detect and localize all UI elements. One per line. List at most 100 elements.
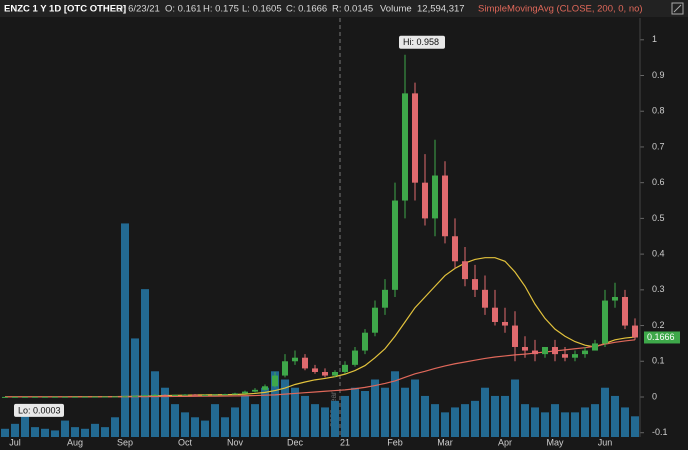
candle-body	[272, 375, 278, 387]
x-tick-label: May	[546, 437, 564, 447]
candle-body	[452, 236, 458, 262]
volume-bar	[571, 412, 579, 437]
volume-bar	[591, 404, 599, 437]
volume-bar	[231, 407, 239, 437]
header-open: O: 0.161	[165, 4, 201, 15]
candle-body	[332, 371, 338, 376]
legend-entry: SimpleMovingAvg (CLOSE, 200, 0, no)	[478, 4, 643, 15]
volume-bar	[21, 404, 29, 437]
volume-bar	[401, 387, 409, 437]
candle-body	[212, 394, 218, 396]
x-tick-label: Aug	[67, 437, 83, 447]
y-tick-label: 0.9	[652, 70, 665, 80]
volume-bar	[521, 404, 529, 437]
volume-bar	[301, 395, 309, 437]
volume-bar	[101, 427, 109, 437]
volume-bar	[341, 395, 349, 437]
volume-bar	[491, 395, 499, 437]
volume-bar	[601, 387, 609, 437]
volume-bar	[181, 412, 189, 437]
volume-bar	[331, 400, 339, 437]
candle-body	[52, 396, 58, 398]
candle-body	[62, 396, 68, 398]
x-tick-label: Apr	[498, 437, 512, 447]
candle-body	[242, 391, 248, 394]
volume-bar	[431, 404, 439, 437]
candle-body	[282, 361, 288, 376]
volume-bar	[481, 387, 489, 437]
volume-bar	[161, 387, 169, 437]
header-date: D: 6/23/21	[116, 4, 160, 15]
candle-body	[392, 200, 398, 290]
candle-body	[512, 325, 518, 347]
candle-body	[312, 368, 318, 372]
x-tick-label: Mar	[437, 437, 453, 447]
volume-bar	[321, 407, 329, 437]
volume-bar	[201, 420, 209, 437]
volume-bar	[381, 387, 389, 437]
lo-label: Lo: 0.0003	[18, 405, 61, 415]
last-price: 0.1666	[647, 332, 675, 342]
volume-bar	[291, 387, 299, 437]
y-tick-label: 0.7	[652, 141, 665, 151]
volume-bar	[141, 289, 149, 437]
y-tick-label: 0.1	[652, 356, 665, 366]
candle-body	[72, 396, 78, 398]
candle-body	[112, 396, 118, 398]
candle-body	[622, 296, 628, 326]
volume-bar	[221, 417, 229, 437]
candle-body	[472, 279, 478, 290]
volume-bar	[211, 404, 219, 437]
candle-body	[302, 357, 308, 369]
volume-bar	[151, 371, 159, 437]
hi-label: Hi: 0.958	[403, 37, 439, 47]
candle-body	[382, 289, 388, 308]
y-tick-label: 0.2	[652, 320, 665, 330]
volume-bar	[171, 404, 179, 437]
volume-bar	[261, 387, 269, 437]
header-close: C: 0.1666	[286, 4, 327, 15]
volume-bar	[411, 379, 419, 437]
candle-body	[432, 175, 438, 219]
candle-body	[572, 354, 578, 358]
volume-bar	[41, 428, 49, 437]
last-price-box	[644, 331, 680, 344]
candle-body	[22, 396, 28, 398]
candle-body	[612, 296, 618, 301]
candle-body	[402, 93, 408, 201]
candle-body	[162, 394, 168, 396]
y-tick-label: -0.1	[652, 427, 668, 437]
header-high: H: 0.175	[203, 4, 239, 15]
candle-body	[412, 93, 418, 183]
expand-icon[interactable]	[671, 2, 684, 15]
volume-bar	[581, 407, 589, 437]
x-tick-label: Nov	[227, 437, 244, 447]
y-tick-label: 0.8	[652, 106, 665, 116]
candle-body	[462, 261, 468, 280]
candle-body	[152, 394, 158, 396]
candle-body	[422, 182, 428, 219]
candle-body	[372, 307, 378, 333]
volume-bar	[531, 407, 539, 437]
candle-body	[12, 396, 18, 398]
candle-body	[142, 395, 148, 397]
candle-body	[42, 396, 48, 398]
volume-bar	[451, 407, 459, 437]
candle-body	[182, 394, 188, 396]
candle-body	[442, 175, 448, 237]
candle-body	[172, 394, 178, 396]
candle-body	[202, 394, 208, 396]
candle-body	[602, 300, 608, 344]
header-low: L: 0.1605	[242, 4, 282, 15]
volume-bar	[61, 420, 69, 437]
y-tick-label: 0.4	[652, 248, 665, 258]
candle-body	[222, 394, 228, 396]
candle-body	[262, 386, 268, 390]
volume-bar	[311, 404, 319, 437]
candle-body	[362, 332, 368, 351]
volume-bar	[621, 407, 629, 437]
candle-body	[192, 394, 198, 396]
volume-bar	[461, 404, 469, 437]
volume-bar	[1, 428, 9, 437]
volume-bar	[131, 338, 139, 437]
